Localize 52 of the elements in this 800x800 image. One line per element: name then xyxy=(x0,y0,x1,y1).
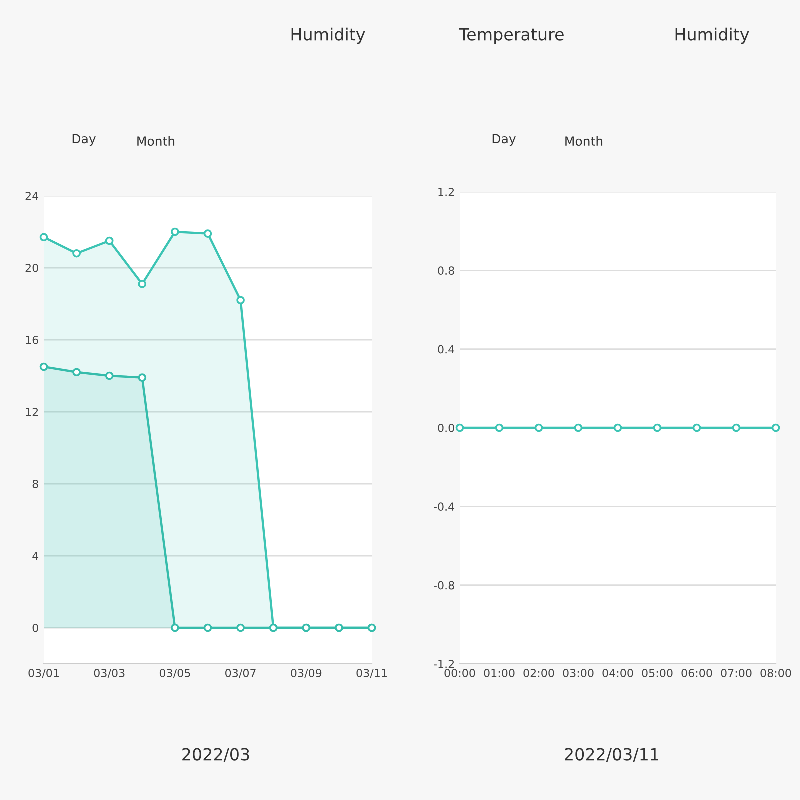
y-tick-label: 4 xyxy=(32,552,39,560)
text: Temperature xyxy=(459,28,564,44)
text: Month xyxy=(566,136,603,146)
y-tick-label: 16 xyxy=(26,336,38,344)
y-tick-label: 1.2 xyxy=(438,188,454,196)
x-tick-label: 01:00 xyxy=(484,669,515,678)
x-tick-label: 08:00 xyxy=(760,669,792,678)
text: Day xyxy=(492,134,516,146)
y-tick-label: 8 xyxy=(32,480,38,488)
y-tick-label: 0.0 xyxy=(438,424,454,432)
y-tick-label: 0 xyxy=(32,624,38,632)
point xyxy=(72,368,81,377)
x-tick-label: 06:00 xyxy=(682,669,712,678)
point xyxy=(171,228,180,236)
point xyxy=(105,372,114,380)
y-tick-label: 20 xyxy=(26,264,38,272)
point xyxy=(171,624,180,632)
x-tick-label: 03/09 xyxy=(291,669,322,678)
point xyxy=(40,362,48,372)
y-tick-label: 12 xyxy=(26,408,38,416)
x-tick-label: 02:00 xyxy=(524,669,554,678)
y-tick-label: -0.4 xyxy=(434,502,455,512)
y-tick-label: 0.4 xyxy=(438,345,455,354)
point xyxy=(105,236,114,246)
x-tick-label: 04:00 xyxy=(602,669,634,678)
x-tick-label: 07:00 xyxy=(721,669,752,678)
text: Month xyxy=(138,136,175,146)
text: Day xyxy=(72,134,96,146)
x-tick-label: 03/05 xyxy=(160,669,190,678)
y-tick-label: 24 xyxy=(26,192,39,200)
point xyxy=(138,374,147,382)
point xyxy=(40,233,48,242)
x-tick-label: 03/07 xyxy=(226,669,256,678)
y-tick-label: -0.8 xyxy=(434,581,454,590)
x-tick-label: 03:00 xyxy=(563,669,594,678)
point xyxy=(72,249,81,258)
x-tick-label: 03/01 xyxy=(28,669,59,678)
point xyxy=(204,230,212,238)
x-tick-label: 05:00 xyxy=(642,669,673,678)
y-tick-label: -1.2 xyxy=(434,660,454,668)
text: Humidity xyxy=(292,28,366,44)
point xyxy=(204,624,212,632)
x-tick-label: 00:00 xyxy=(444,669,476,678)
x-tick-label: 03/03 xyxy=(94,669,125,678)
text: 2022/03 xyxy=(182,748,250,762)
text: 2022/03/11 xyxy=(565,748,658,762)
point xyxy=(236,624,245,632)
point xyxy=(236,296,245,305)
point xyxy=(138,280,147,288)
y-tick-label: 0.8 xyxy=(438,266,454,276)
text: Humidity xyxy=(676,28,750,44)
x-tick-label: 03/11 xyxy=(356,669,387,678)
